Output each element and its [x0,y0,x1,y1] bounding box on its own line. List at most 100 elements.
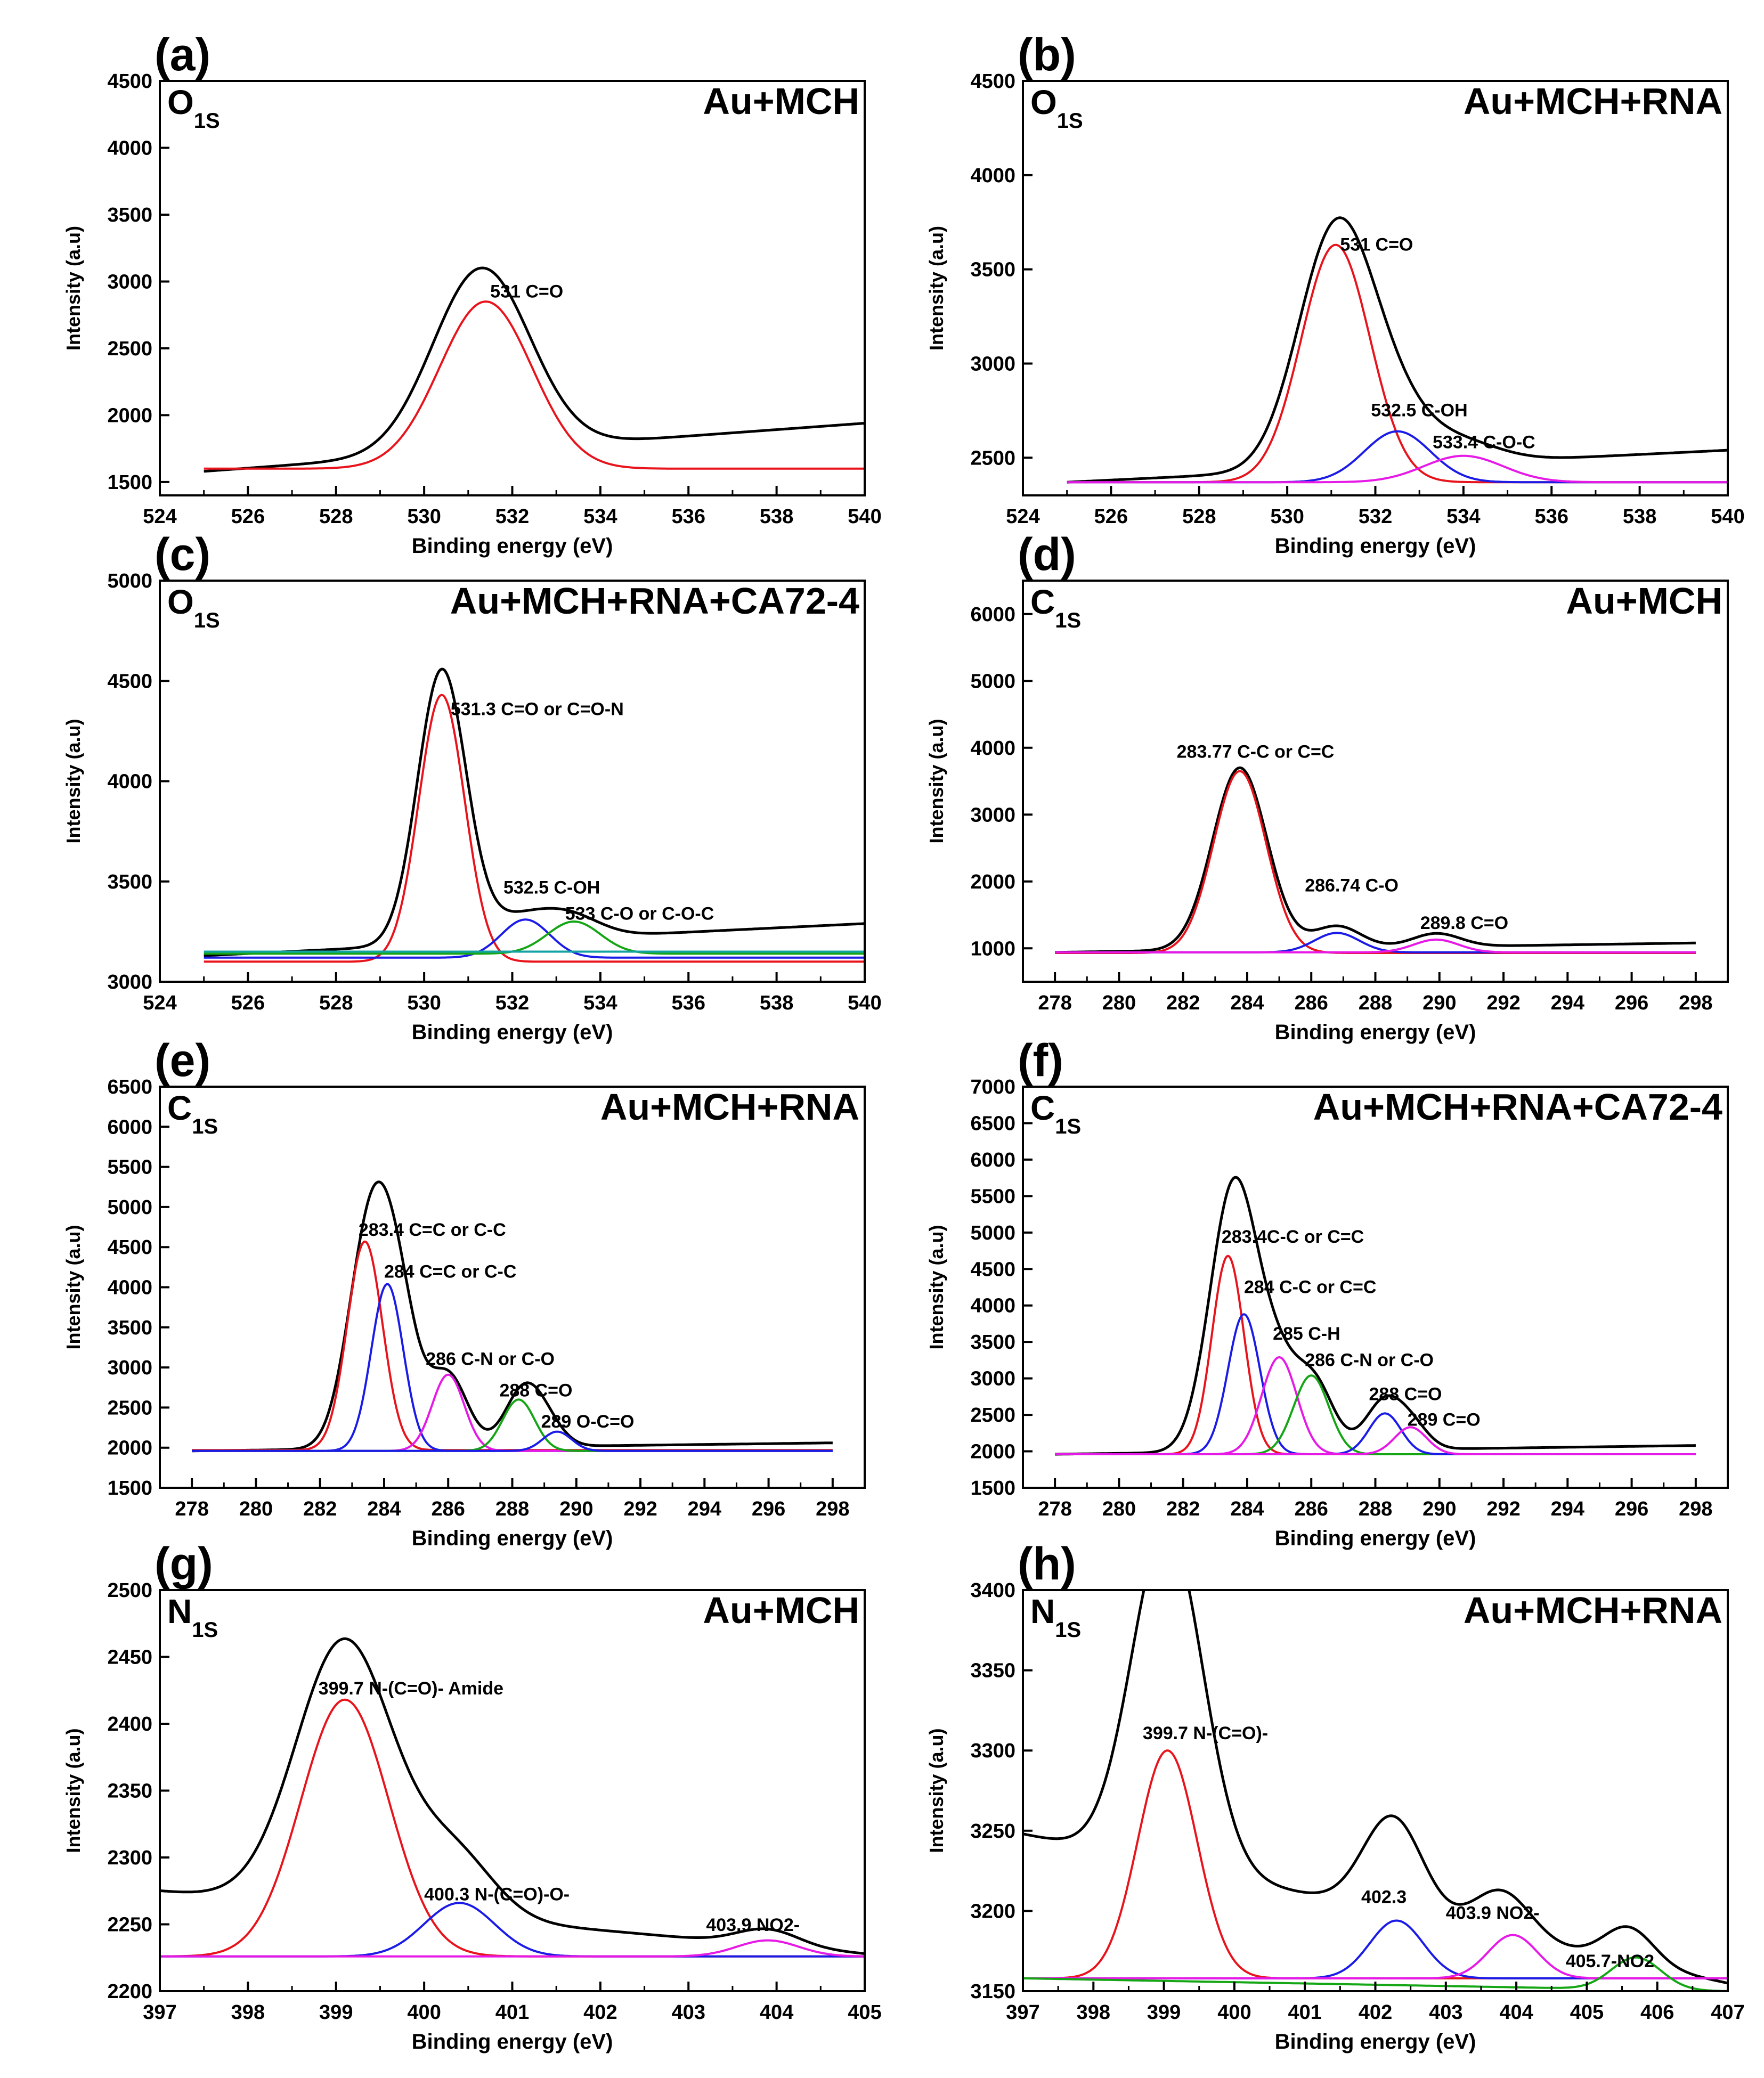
peak-annotation: 399.7 N-(C=O)- [1143,1723,1268,1743]
series-line-1 [1067,243,1728,484]
panel-7: (h) 397 398 399 400 401 402 403 404 405 406 407 3150… [925,1538,1745,2053]
panel-2: (c) 524 526 528 530 532 534 536 538 540 3000 3500 40… [62,529,882,1044]
x-axis-label: Binding energy (eV) [412,1527,613,1550]
series-line-0 [160,1637,865,1955]
y-tick-label: 2500 [970,1404,1015,1427]
panel-label: (a) [155,29,210,80]
y-tick-label: 3300 [970,1740,1015,1762]
peak-annotation: 284 C=C or C-C [384,1261,516,1282]
peak-annotation: 533 C-O or C-O-C [565,903,714,924]
x-tick-label: 530 [407,992,441,1014]
peak-annotation: 531.3 C=O or C=O-N [451,699,624,719]
x-tick-label: 288 [1359,992,1392,1014]
y-tick-label: 2200 [107,1981,152,2003]
y-axis-label: Intensity (a.u) [925,226,947,351]
x-tick-label: 401 [495,2001,529,2024]
plot-frame [1022,1589,1729,1992]
core-level-label: C1S [1030,583,1081,632]
y-tick-label: 3500 [107,204,152,226]
x-tick-label: 282 [1166,992,1200,1014]
y-tick-label: 3500 [970,259,1015,281]
series-line-2 [204,918,865,959]
y-tick-label: 5500 [970,1185,1015,1208]
peak-annotation: 289 O-C=O [541,1412,635,1432]
core-level-label: O1S [167,583,220,632]
x-tick-label: 282 [1166,1498,1200,1520]
y-tick-label: 3000 [970,804,1015,826]
sample-label: Au+MCH [703,80,859,122]
sample-label: Au+MCH+RNA+CA72-4 [450,580,859,622]
y-tick-label: 2500 [107,1397,152,1419]
core-level-label: C1S [167,1089,218,1138]
y-tick-label: 2250 [107,1914,152,1936]
panel-0: (a) 524 526 528 530 532 534 536 538 540 1500 2000 25… [62,29,882,558]
y-tick-label: 3150 [970,1981,1015,2003]
x-tick-label: 538 [1623,506,1656,528]
y-tick-label: 2000 [107,1437,152,1460]
y-axis-label: Intensity (a.u) [925,719,947,843]
y-tick-label: 3000 [970,353,1015,375]
y-tick-label: 7000 [970,1076,1015,1098]
peak-annotation: 402.3 [1361,1887,1407,1907]
y-tick-label: 3400 [970,1579,1015,1602]
x-tick-label: 288 [495,1498,529,1520]
x-tick-label: 540 [848,506,881,528]
series-line-0 [204,266,865,473]
y-axis-label: Intensity (a.u) [62,1728,84,1853]
x-axis-label: Binding energy (eV) [1275,1527,1476,1550]
y-tick-label: 2500 [970,447,1015,469]
sample-label: Au+MCH+RNA+CA72-4 [1313,1086,1722,1128]
x-tick-label: 286 [1295,1498,1328,1520]
x-tick-label: 290 [559,1498,593,1520]
peak-annotation: 531 C=O [1340,234,1413,255]
x-tick-label: 540 [848,992,881,1014]
x-tick-label: 536 [672,506,705,528]
x-axis-label: Binding energy (eV) [412,534,613,558]
y-tick-label: 1500 [107,471,152,494]
series-line-0 [1023,1590,1728,1985]
y-tick-label: 3500 [970,1331,1015,1354]
x-tick-label: 286 [432,1498,465,1520]
x-tick-label: 294 [688,1498,721,1520]
x-tick-label: 528 [1182,506,1216,528]
y-tick-label: 3000 [107,1357,152,1379]
x-tick-label: 530 [1270,506,1304,528]
x-tick-label: 534 [583,506,617,528]
x-tick-label: 405 [848,2001,881,2024]
x-tick-label: 288 [1359,1498,1392,1520]
y-tick-label: 2300 [107,1847,152,1869]
x-axis-label: Binding energy (eV) [1275,2030,1476,2053]
x-tick-label: 298 [1679,992,1712,1014]
x-axis-label: Binding energy (eV) [1275,534,1476,558]
peak-annotation: 283.4 C=C or C-C [359,1220,506,1240]
peak-annotation: 400.3 N-(C=O)-O- [424,1884,570,1904]
y-tick-label: 4000 [107,137,152,159]
sample-label: Au+MCH [1566,580,1722,622]
series-line-0 [192,1180,833,1453]
x-tick-label: 278 [1038,1498,1071,1520]
peak-annotation: 532.5 C-OH [503,877,600,898]
panel-label: (b) [1018,29,1076,80]
sample-label: Au+MCH+RNA [1464,1590,1722,1631]
x-tick-label: 290 [1422,992,1456,1014]
x-tick-label: 406 [1640,2001,1674,2024]
y-tick-label: 3500 [107,871,152,893]
x-tick-label: 398 [231,2001,265,2024]
x-tick-label: 298 [816,1498,849,1520]
series-line-1 [1023,1749,1728,1979]
y-tick-label: 3250 [970,1820,1015,1843]
x-tick-label: 403 [1429,2001,1462,2024]
x-tick-label: 528 [319,506,353,528]
x-tick-label: 397 [1006,2001,1039,2024]
x-tick-label: 284 [1230,1498,1264,1520]
peak-annotation: 284 C-C or C=C [1244,1277,1376,1297]
x-axis-label: Binding energy (eV) [412,2030,613,2053]
y-tick-label: 2000 [107,404,152,427]
x-tick-label: 534 [583,992,617,1014]
core-level-label: O1S [1030,83,1083,133]
x-tick-label: 296 [1615,1498,1648,1520]
panel-5: (f) 278 280 282 284 286 288 290 292 294 296 298 1500… [925,1035,1729,1550]
panel-label: (h) [1018,1538,1076,1590]
x-tick-label: 400 [1217,2001,1251,2024]
series-line-0 [1067,216,1728,484]
